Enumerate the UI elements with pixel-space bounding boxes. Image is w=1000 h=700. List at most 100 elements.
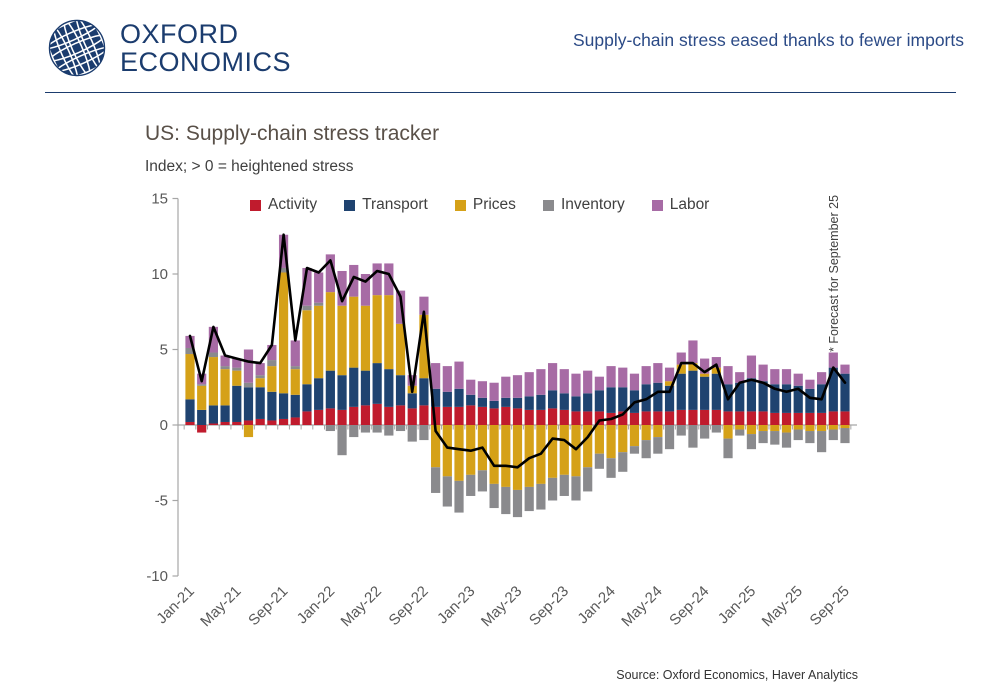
bar-segment-labor <box>267 344 277 361</box>
legend-label: Activity <box>268 196 318 213</box>
bar-segment-labor <box>372 263 382 296</box>
bar-segment-labor <box>618 367 628 388</box>
bar-segment-prices <box>828 425 838 430</box>
bar-segment-transport <box>746 378 757 412</box>
bar-segment-transport <box>735 382 745 412</box>
bar-segment-prices <box>735 425 745 430</box>
bar-segment-transport <box>185 399 195 422</box>
bar-segment-inventory <box>185 347 195 355</box>
bar-segment-transport <box>840 373 850 412</box>
bar-segment-inventory <box>700 425 710 439</box>
bar-segment-labor <box>817 372 827 385</box>
bar-segment-inventory <box>501 486 511 515</box>
bar-segment-transport <box>688 370 698 410</box>
bar-segment-labor <box>840 364 850 374</box>
y-tick-label: 10 <box>151 266 168 283</box>
bar-segment-prices <box>571 425 581 477</box>
bar-segment-inventory <box>442 476 452 507</box>
bar-segment-inventory <box>653 437 663 454</box>
bar-segment-labor <box>232 358 242 368</box>
bar-segment-activity <box>547 408 558 425</box>
bar-segment-inventory <box>524 486 534 512</box>
bar-segment-activity <box>711 409 721 425</box>
bar-segment-labor <box>583 370 593 394</box>
bar-segment-labor <box>746 355 757 379</box>
bar-segment-inventory <box>314 302 324 306</box>
bar-segment-prices <box>431 425 441 468</box>
bar-segment-activity <box>384 406 394 425</box>
bar-segment-activity <box>501 406 511 425</box>
bar-segment-labor <box>325 254 335 293</box>
bar-segment-prices <box>793 425 803 430</box>
bar-segment-prices <box>197 385 207 410</box>
y-tick-label: 5 <box>160 342 168 359</box>
bar-segment-prices <box>524 425 534 487</box>
bar-segment-labor <box>828 352 838 368</box>
bar-segment-prices <box>185 354 195 400</box>
x-tick-label: May-23 <box>478 583 525 630</box>
bar-segment-transport <box>255 387 265 419</box>
bar-segment-labor <box>676 352 686 365</box>
bar-segment-activity <box>817 412 827 425</box>
bar-segment-transport <box>290 394 300 418</box>
bar-segment-labor <box>629 373 640 391</box>
bar-segment-prices <box>583 425 593 468</box>
legend-item-prices: Prices <box>454 196 516 214</box>
bar-segment-activity <box>337 409 347 425</box>
bar-segment-inventory <box>547 477 558 501</box>
bar-segment-labor <box>653 363 663 383</box>
x-tick-label: Sep-23 <box>526 583 572 629</box>
bar-segment-activity <box>431 406 441 425</box>
legend-label: Inventory <box>560 196 625 213</box>
bar-segment-labor <box>501 376 511 398</box>
bar-segment-prices <box>232 370 242 386</box>
legend-label: Transport <box>362 196 428 213</box>
bar-segment-transport <box>431 388 441 407</box>
bar-segment-activity <box>571 411 581 425</box>
bar-segment-activity <box>793 412 803 425</box>
x-tick-label: Sep-25 <box>807 583 853 629</box>
bar-segment-prices <box>770 425 780 432</box>
bar-segment-prices <box>384 295 394 370</box>
bar-segment-labor <box>442 366 452 392</box>
bar-segment-labor <box>314 272 324 303</box>
bar-segment-activity <box>278 418 289 425</box>
bar-segment-labor <box>524 372 534 397</box>
bar-segment-inventory <box>477 470 488 492</box>
bar-segment-labor <box>349 264 359 297</box>
bar-segment-labor <box>454 361 464 389</box>
bar-segment-activity <box>688 409 698 425</box>
y-tick-label: -10 <box>146 568 168 585</box>
bar-segment-prices <box>781 425 792 433</box>
bar-segment-prices <box>758 425 768 432</box>
bar-segment-activity <box>407 408 417 425</box>
bar-segment-inventory <box>489 483 499 509</box>
bar-segment-inventory <box>629 446 640 454</box>
bar-segment-inventory <box>384 425 394 436</box>
bar-segment-transport <box>466 394 476 406</box>
bar-segment-inventory <box>337 425 347 456</box>
bar-segment-inventory <box>817 431 827 453</box>
bar-segment-transport <box>571 396 581 412</box>
bar-segment-transport <box>583 393 593 412</box>
bar-segment-inventory <box>302 305 312 311</box>
bar-segment-transport <box>349 367 359 407</box>
bar-segment-activity <box>454 406 464 425</box>
bar-segment-transport <box>477 397 488 407</box>
bar-segment-labor <box>770 369 780 385</box>
bar-segment-transport <box>828 367 838 412</box>
bar-segment-inventory <box>840 428 850 444</box>
bar-segment-inventory <box>243 382 254 388</box>
bar-segment-labor <box>512 375 523 398</box>
bar-segment-transport <box>267 391 277 421</box>
bar-segment-labor <box>466 379 476 395</box>
bar-segment-transport <box>419 378 429 406</box>
bar-segment-activity <box>243 420 254 425</box>
bar-segment-activity <box>290 417 300 425</box>
bar-segment-inventory <box>641 440 651 459</box>
bar-segment-transport <box>442 391 452 407</box>
bar-segment-activity <box>489 408 499 425</box>
source-note: Source: Oxford Economics, Haver Analytic… <box>616 668 858 682</box>
bar-segment-inventory <box>197 384 207 386</box>
